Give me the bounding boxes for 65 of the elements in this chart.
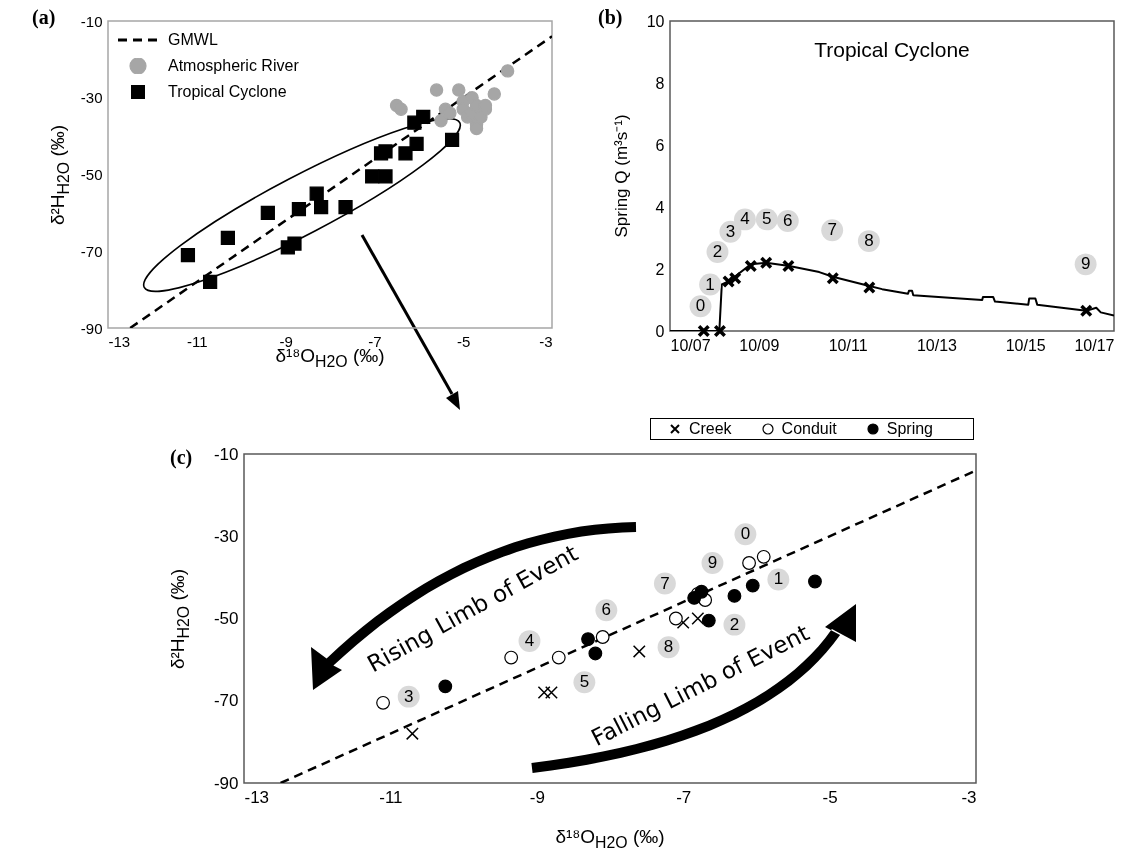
x-tick-label: -11 bbox=[187, 332, 208, 350]
y-tick-label: -30 bbox=[213, 526, 239, 546]
x-tick-label: 10/11 bbox=[828, 336, 868, 354]
x-tick-label: -3 bbox=[961, 787, 977, 807]
y-tick-label: 8 bbox=[655, 74, 665, 92]
x-tick-label: -13 bbox=[244, 787, 270, 807]
annotation: 7 bbox=[827, 220, 837, 240]
x-tick-label: -3 bbox=[539, 332, 553, 350]
legend-label: Spring bbox=[886, 420, 933, 438]
legend-label: Tropical Cyclone bbox=[168, 82, 287, 102]
x-tick-label: 10/13 bbox=[916, 336, 958, 354]
y-tick-label: -50 bbox=[213, 609, 239, 628]
x-tick-label: 10/07 bbox=[670, 336, 711, 354]
legend-label: Creek bbox=[688, 420, 732, 438]
annotation: 1 bbox=[705, 274, 715, 294]
annotation: 1 bbox=[773, 569, 784, 589]
annotation: 3 bbox=[725, 221, 736, 241]
y-tick-label: 0 bbox=[655, 322, 665, 340]
y-tick-label: -70 bbox=[80, 242, 103, 260]
x-tick-label: -9 bbox=[279, 332, 293, 350]
legend-label: Atmospheric River bbox=[168, 56, 299, 76]
annotation: 9 bbox=[1080, 254, 1091, 274]
y-tick-label: -10 bbox=[213, 444, 239, 464]
x-tick-label: -7 bbox=[368, 332, 382, 350]
annotation: 5 bbox=[762, 209, 772, 229]
annotation: 2 bbox=[712, 241, 723, 261]
x-tick-label: -5 bbox=[822, 787, 838, 807]
annotation: 8 bbox=[864, 231, 874, 251]
text: (b) bbox=[598, 6, 623, 29]
annotation: 5 bbox=[579, 672, 590, 692]
x-tick-label: -9 bbox=[529, 787, 545, 807]
x-tick-label: -5 bbox=[457, 332, 471, 350]
annotation: 3 bbox=[403, 686, 414, 706]
text: (a) bbox=[32, 6, 56, 29]
annotation: 4 bbox=[740, 209, 750, 229]
y-tick-label: -90 bbox=[80, 319, 103, 337]
y-tick-label: 10 bbox=[646, 12, 665, 30]
y-axis-title: Spring Q (m³s⁻¹) bbox=[610, 114, 632, 238]
y-tick-label: 2 bbox=[655, 260, 665, 278]
y-tick-label: 4 bbox=[655, 198, 665, 216]
annotation: 6 bbox=[783, 210, 793, 230]
annotation: 6 bbox=[601, 600, 612, 620]
y-tick-label: -10 bbox=[80, 12, 103, 30]
y-tick-label: -70 bbox=[213, 691, 239, 711]
annotation: 2 bbox=[729, 614, 740, 634]
x-tick-label: 10/15 bbox=[1005, 336, 1046, 354]
text: (c) bbox=[170, 446, 193, 469]
x-tick-label: -11 bbox=[379, 787, 403, 807]
annotation: 7 bbox=[660, 573, 670, 593]
legend-label: Conduit bbox=[781, 420, 837, 438]
y-tick-label: -90 bbox=[213, 773, 239, 793]
annotation: 0 bbox=[740, 524, 751, 544]
y-tick-label: -30 bbox=[80, 89, 103, 107]
y-tick-label: -50 bbox=[80, 166, 103, 183]
annotation: 9 bbox=[707, 552, 718, 572]
x-axis-title: δ¹⁸O$_{H2O}$ (‰) bbox=[555, 826, 665, 852]
text: Tropical Cyclone bbox=[814, 38, 970, 61]
x-tick-label: -7 bbox=[676, 787, 692, 807]
x-tick-label: -13 bbox=[108, 332, 131, 350]
annotation: 4 bbox=[524, 631, 535, 651]
annotation: 0 bbox=[695, 296, 706, 316]
legend-label: GMWL bbox=[168, 30, 218, 50]
y-tick-label: 6 bbox=[655, 136, 665, 154]
x-tick-label: 10/09 bbox=[739, 336, 780, 354]
x-tick-label: 10/17 bbox=[1074, 336, 1115, 354]
